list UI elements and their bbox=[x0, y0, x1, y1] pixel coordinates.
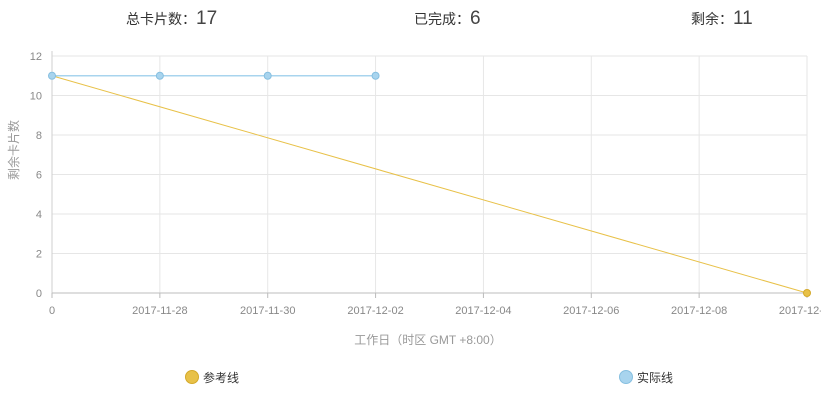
chart-series bbox=[48, 71, 811, 297]
x-tick-label: 2017-12-10 bbox=[779, 305, 821, 317]
remaining-value: 11 bbox=[733, 8, 753, 29]
completed-stat: 已完成：6 bbox=[414, 8, 481, 30]
y-axis-title: 剩余卡片数 bbox=[6, 120, 21, 180]
x-tick-label: 2017-12-06 bbox=[563, 305, 619, 317]
y-tick-label: 0 bbox=[36, 288, 42, 300]
x-tick-label: 2017-11-30 bbox=[240, 305, 295, 317]
y-tick-label: 10 bbox=[30, 91, 42, 103]
x-tick-label: 0 bbox=[49, 305, 55, 317]
y-tick-label: 12 bbox=[30, 51, 42, 63]
remaining-stat: 剩余：11 bbox=[691, 8, 753, 30]
legend-marker-reference bbox=[185, 370, 199, 384]
summary-stats: 总卡片数：17 已完成：6 剩余：11 bbox=[0, 8, 821, 38]
legend-item-actual[interactable]: 实际线 bbox=[619, 369, 673, 387]
y-tick-label: 2 bbox=[36, 249, 42, 261]
x-tick-label: 2017-12-02 bbox=[347, 305, 403, 317]
completed-label: 已完成： bbox=[414, 11, 470, 27]
legend-label-actual: 实际线 bbox=[637, 371, 674, 385]
x-tick-label: 2017-12-08 bbox=[671, 305, 727, 317]
series-point-0 bbox=[803, 289, 811, 297]
total-cards-stat: 总卡片数：17 bbox=[126, 8, 217, 30]
completed-value: 6 bbox=[470, 8, 481, 29]
y-tick-label: 8 bbox=[36, 130, 42, 142]
chart-axes: 0 2 4 6 8 10 12 0 2017-11-28 2017-11-30 2017-12-02… bbox=[30, 51, 821, 317]
y-tick-label: 6 bbox=[36, 170, 42, 182]
legend-label-reference: 参考线 bbox=[203, 371, 240, 385]
legend-item-reference[interactable]: 参考线 bbox=[185, 369, 239, 387]
x-axis-title: 工作日（时区 GMT +8:00） bbox=[354, 333, 501, 347]
y-tick-label: 4 bbox=[36, 209, 42, 221]
series-point-1 bbox=[371, 71, 380, 80]
total-cards-label: 总卡片数： bbox=[126, 11, 196, 27]
series-line-0 bbox=[51, 75, 808, 294]
total-cards-value: 17 bbox=[196, 8, 218, 29]
series-point-1 bbox=[155, 71, 164, 80]
series-point-1 bbox=[263, 71, 272, 80]
series-point-1 bbox=[48, 71, 56, 80]
x-tick-label: 2017-11-28 bbox=[132, 305, 187, 317]
chart-grid bbox=[52, 55, 808, 293]
legend-marker-actual bbox=[619, 370, 633, 384]
x-tick-label: 2017-12-04 bbox=[455, 305, 511, 317]
remaining-label: 剩余： bbox=[691, 11, 733, 27]
